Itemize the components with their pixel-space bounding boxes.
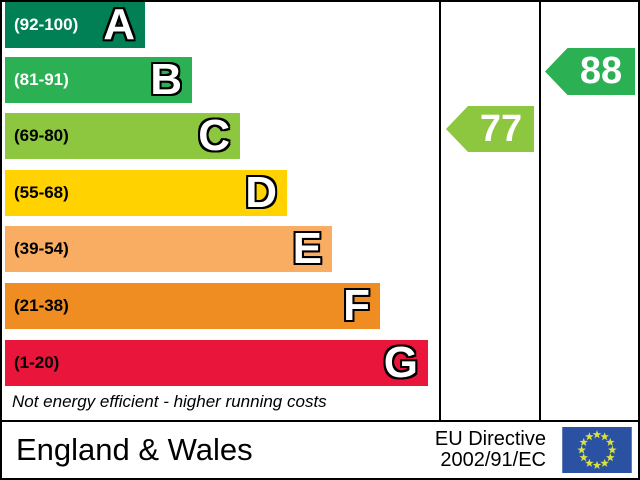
- region-label: England & Wales: [16, 432, 253, 467]
- eu-directive-line2: 2002/91/EC: [440, 449, 546, 471]
- band-letter: C: [198, 111, 230, 160]
- band-letter: D: [245, 168, 277, 217]
- band-range-label: (21-38): [14, 296, 69, 315]
- eu-flag-icon: [562, 427, 632, 473]
- column-divider-current: [439, 2, 441, 420]
- band-row-b: (81-91) B: [5, 57, 192, 103]
- band-range-label: (81-91): [14, 70, 69, 89]
- potential-rating-value: 88: [579, 50, 623, 92]
- band-row-a: (92-100) A: [5, 2, 145, 48]
- band-range-label: (69-80): [14, 126, 69, 145]
- eu-directive-label: EU Directive 2002/91/EC: [435, 429, 546, 471]
- current-rating-value: 77: [479, 107, 523, 150]
- band-range-label: (39-54): [14, 239, 69, 258]
- band-range-label: (1-20): [14, 353, 60, 372]
- band-row-d: (55-68) D: [5, 170, 287, 216]
- rating-bands-area: (92-100) A (81-91) B (69-80) C (55-68) D…: [2, 2, 638, 422]
- band-letter: F: [343, 281, 370, 330]
- band-row-c: (69-80) C: [5, 113, 240, 159]
- current-rating-arrow: 77: [446, 106, 534, 152]
- potential-rating-arrow: 88: [545, 48, 635, 95]
- band-row-e: (39-54) E: [5, 226, 332, 272]
- band-range-label: (55-68): [14, 183, 69, 202]
- band-letter: E: [292, 224, 322, 273]
- footer: England & Wales EU Directive 2002/91/EC: [2, 422, 638, 478]
- not-efficient-caption: Not energy efficient - higher running co…: [12, 392, 327, 411]
- band-letter: B: [150, 55, 182, 104]
- band-range-label: (92-100): [14, 15, 79, 34]
- band-row-g: (1-20) G: [5, 340, 428, 386]
- eu-directive-line1: EU Directive: [434, 428, 546, 450]
- band-row-f: (21-38) F: [5, 283, 380, 329]
- band-letter: G: [383, 338, 418, 387]
- band-letter: A: [103, 0, 135, 49]
- column-divider-potential: [539, 2, 541, 420]
